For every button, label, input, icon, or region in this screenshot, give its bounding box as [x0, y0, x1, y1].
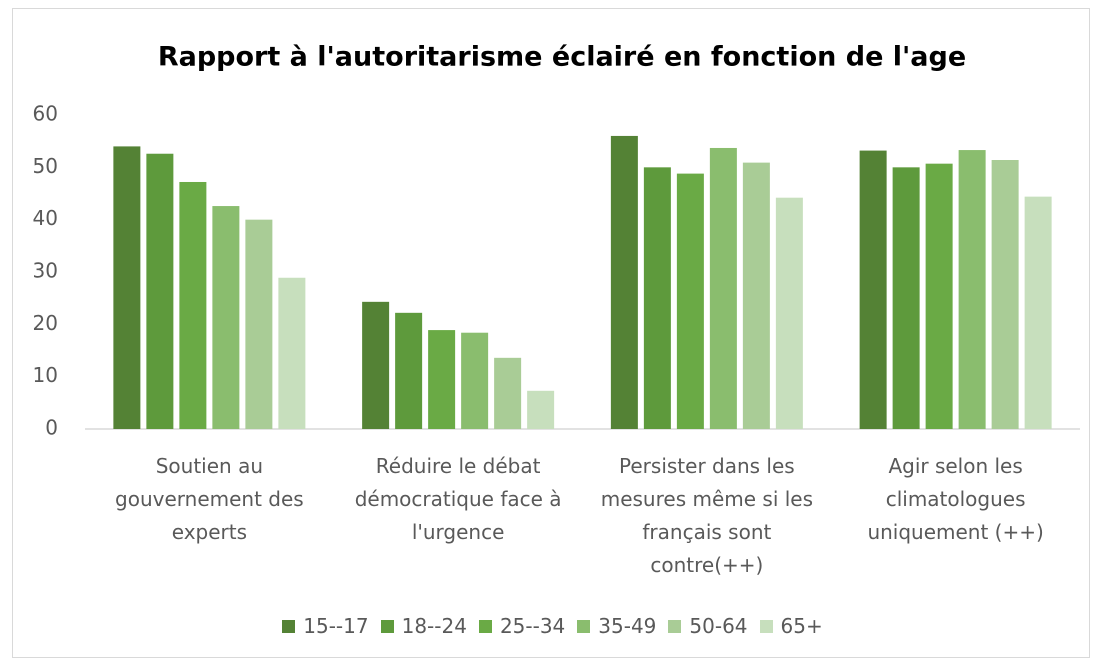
legend-swatch — [282, 620, 296, 633]
bar — [742, 162, 770, 429]
bar — [991, 160, 1019, 430]
bar — [146, 153, 174, 429]
chart-frame — [12, 8, 1090, 658]
legend-item: 35-49 — [577, 614, 656, 638]
bar — [643, 167, 671, 430]
legend-swatch — [380, 620, 394, 633]
legend-swatch — [759, 620, 773, 633]
legend-swatch — [668, 620, 682, 633]
bar — [278, 277, 306, 429]
bar — [958, 150, 986, 429]
legend-swatch — [577, 620, 591, 633]
legend-item: 15--17 — [282, 614, 369, 638]
legend-item: 65+ — [759, 614, 823, 638]
y-tick-label: 60 — [33, 102, 58, 126]
y-tick-label: 30 — [33, 259, 58, 283]
legend-label: 25--34 — [499, 614, 566, 638]
legend-item: 50-64 — [668, 614, 748, 638]
y-tick-label: 0 — [45, 416, 58, 440]
bar — [113, 146, 141, 429]
legend-swatch — [478, 620, 492, 633]
bar — [610, 135, 638, 429]
bar — [676, 173, 704, 429]
y-tick-label: 10 — [33, 363, 58, 387]
x-tick-label: Persister dans les mesures même si les f… — [600, 454, 814, 577]
chart-title: Rapport à l'autoritarisme éclairé en fon… — [158, 42, 966, 73]
bar — [709, 147, 737, 429]
x-tick-label: Agir selon les climatologues uniquement … — [867, 454, 1044, 544]
bar — [461, 332, 489, 429]
bar — [212, 206, 240, 429]
legend-label: 18--24 — [401, 614, 467, 638]
bar — [892, 167, 920, 430]
y-tick-label: 40 — [33, 206, 58, 230]
bar — [1024, 196, 1052, 429]
bar — [179, 181, 207, 429]
bar — [395, 312, 423, 429]
bar — [925, 163, 953, 430]
x-tick-label: Soutien au gouvernement des experts — [115, 454, 304, 544]
x-tick-label: Réduire le débat démocratique face à l'u… — [354, 454, 562, 544]
y-tick-label: 50 — [33, 154, 58, 178]
legend-label: 15--17 — [303, 614, 369, 638]
legend-label: 65+ — [780, 614, 823, 638]
bar — [859, 150, 887, 429]
legend-label: 35-49 — [598, 614, 657, 638]
legend: 15--17 18--24 25--34 35-49 50-64 65+ — [0, 614, 1105, 638]
bar — [494, 357, 522, 429]
bar — [775, 197, 803, 429]
bar — [245, 219, 273, 429]
legend-item: 25--34 — [478, 614, 566, 638]
bar — [527, 390, 555, 429]
bar — [362, 301, 390, 429]
legend-item: 18--24 — [380, 614, 467, 638]
legend-label: 50-64 — [689, 614, 748, 638]
bar — [428, 330, 456, 429]
y-tick-label: 20 — [33, 311, 58, 335]
